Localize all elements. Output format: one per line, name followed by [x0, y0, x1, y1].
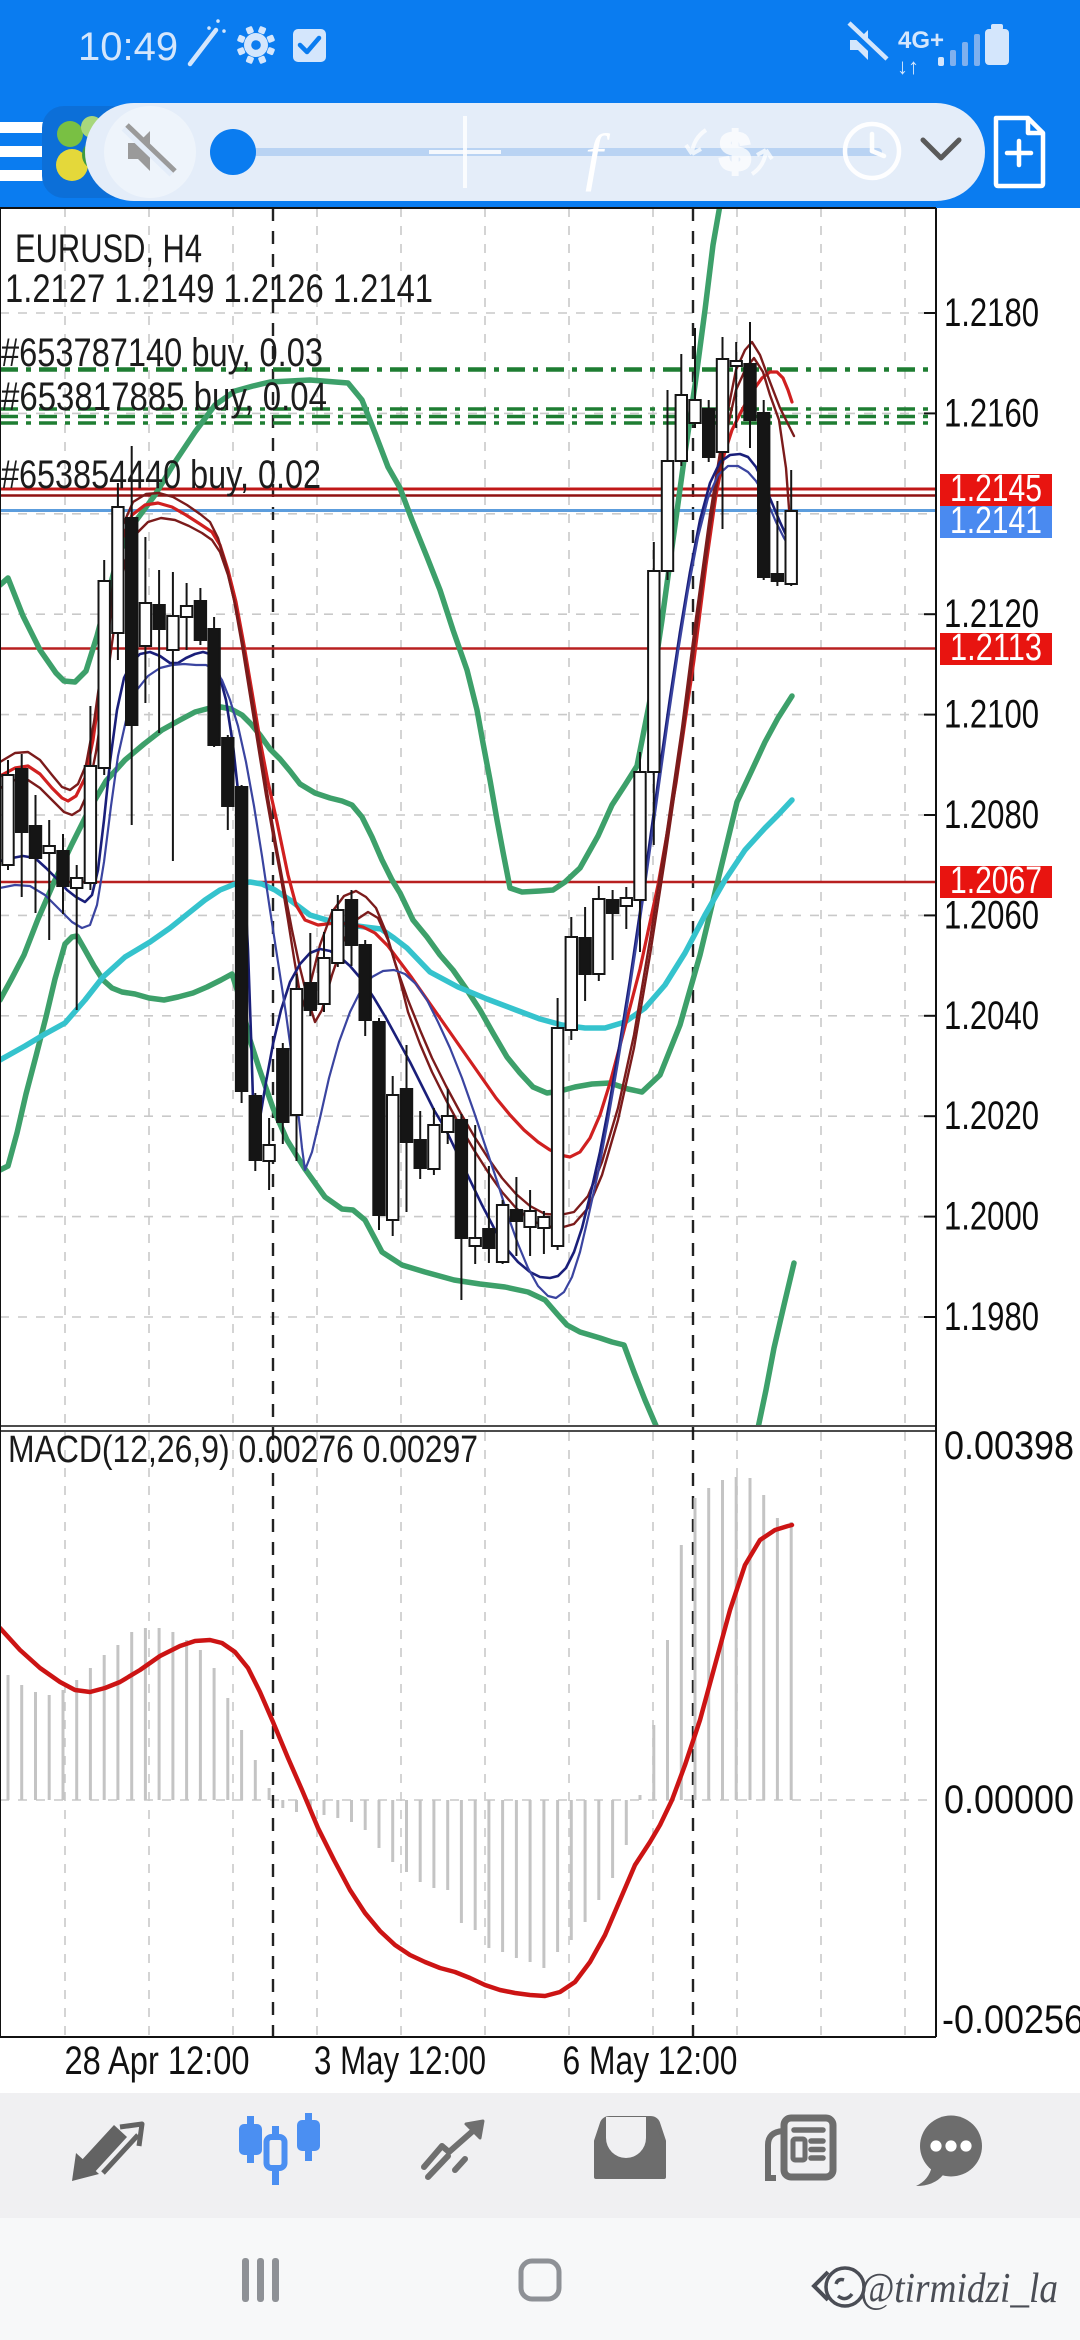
- svg-text:28 Apr 12:00: 28 Apr 12:00: [65, 2039, 250, 2083]
- svg-text:1.2080: 1.2080: [944, 793, 1039, 837]
- svg-text:1.2067: 1.2067: [950, 860, 1042, 902]
- svg-text:1.2040: 1.2040: [944, 994, 1039, 1038]
- svg-text:$: $: [720, 122, 750, 182]
- svg-text:1.2100: 1.2100: [944, 693, 1039, 737]
- svg-text:1.2000: 1.2000: [944, 1195, 1039, 1239]
- svg-text:MACD(12,26,9) 0.00276 0.00297: MACD(12,26,9) 0.00276 0.00297: [8, 1429, 478, 1471]
- svg-text:3 May 12:00: 3 May 12:00: [314, 2039, 486, 2083]
- svg-text:1.2145: 1.2145: [950, 468, 1042, 510]
- svg-text:6 May 12:00: 6 May 12:00: [563, 2039, 738, 2083]
- svg-text:1.2141: 1.2141: [950, 500, 1042, 542]
- svg-text:@tirmidzi_la: @tirmidzi_la: [860, 2266, 1058, 2312]
- svg-text:1.2060: 1.2060: [944, 893, 1039, 937]
- svg-text:EURUSD, H4: EURUSD, H4: [15, 227, 202, 271]
- svg-text:10:49: 10:49: [78, 25, 178, 69]
- svg-text:1.2127 1.2149 1.2126 1.2141: 1.2127 1.2149 1.2126 1.2141: [5, 267, 433, 311]
- svg-text:#653787140 buy, 0.03: #653787140 buy, 0.03: [1, 331, 323, 375]
- svg-text:1.1980: 1.1980: [944, 1295, 1039, 1339]
- svg-text:1.2180: 1.2180: [944, 291, 1039, 335]
- svg-text:#653817885 buy, 0.04: #653817885 buy, 0.04: [1, 375, 327, 419]
- svg-text:4G+: 4G+: [898, 27, 944, 54]
- svg-text:↓↑: ↓↑: [897, 54, 919, 79]
- svg-text:-0.00256: -0.00256: [942, 1998, 1080, 2042]
- svg-text:1.2113: 1.2113: [950, 627, 1042, 669]
- svg-text:1.2160: 1.2160: [944, 391, 1039, 435]
- svg-text:1.2020: 1.2020: [944, 1094, 1039, 1138]
- svg-text:0.00398: 0.00398: [944, 1424, 1074, 1468]
- svg-text:0.00000: 0.00000: [944, 1778, 1074, 1822]
- svg-text:1.2120: 1.2120: [944, 592, 1039, 636]
- svg-text:#653854440 buy, 0.02: #653854440 buy, 0.02: [1, 453, 321, 497]
